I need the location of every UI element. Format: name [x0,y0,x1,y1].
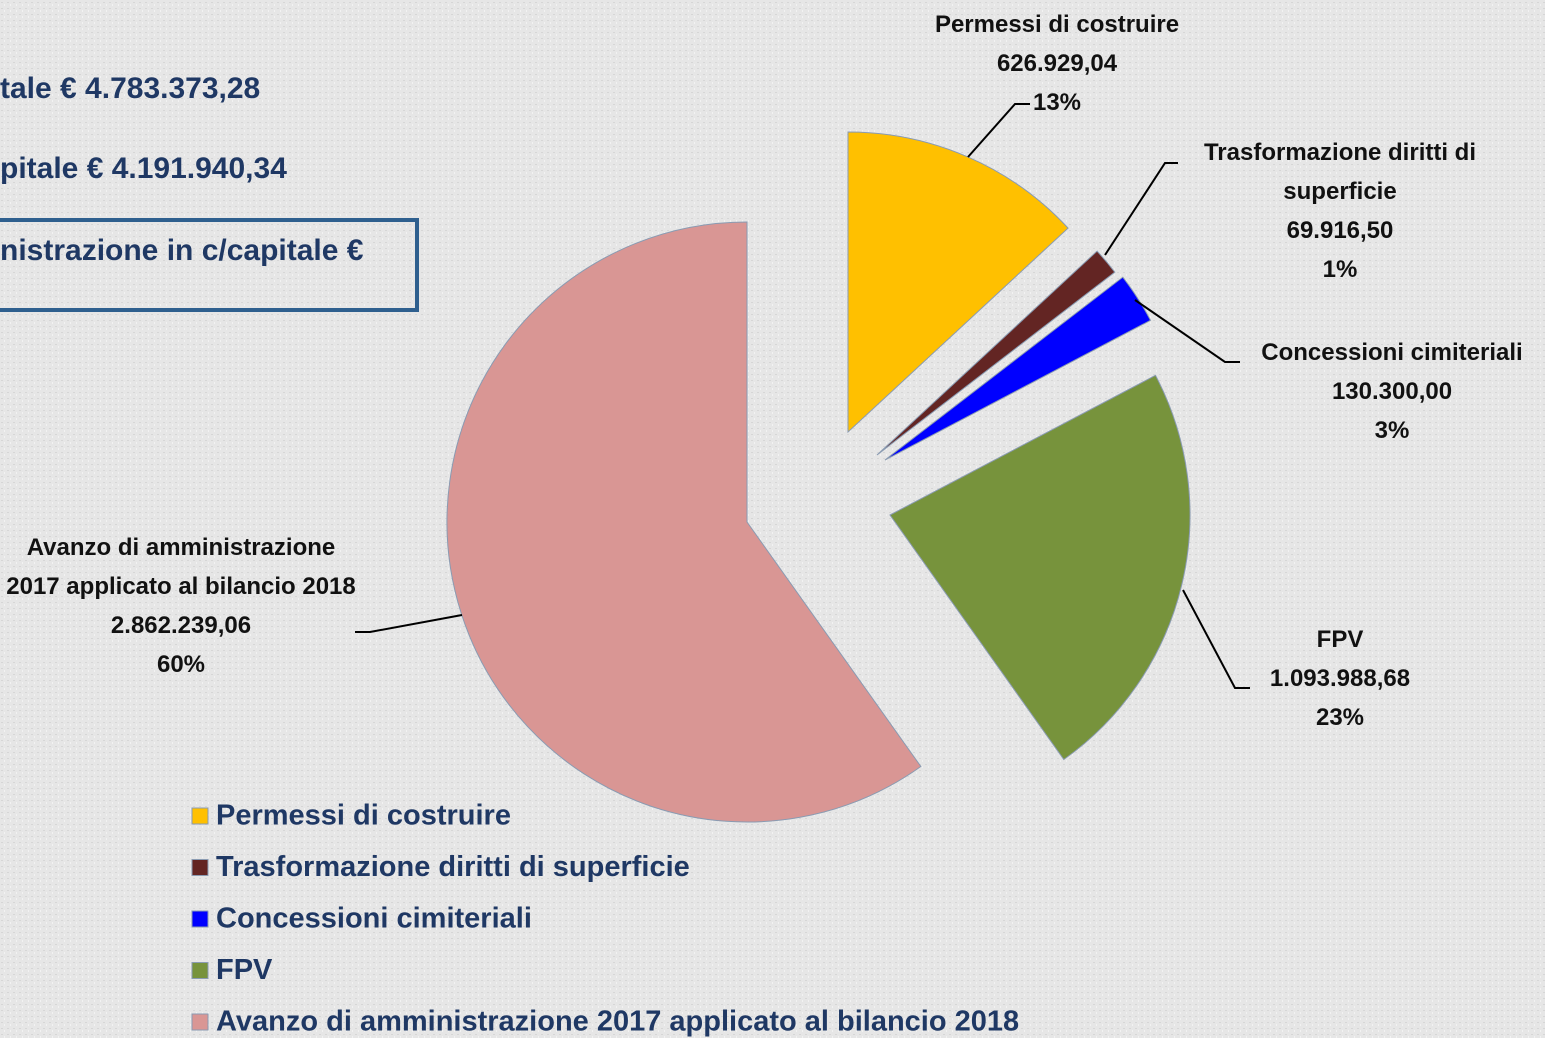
pie-slice [876,250,1116,456]
legend-label: Permessi di costruire [216,800,511,832]
legend-label: Concessioni cimiteriali [216,903,532,935]
label-percent: 23% [1315,704,1365,731]
leader-line [1182,589,1250,689]
label-value: 1.093.988,68 [1269,665,1411,692]
pie-slice [889,374,1191,761]
data-label: Permessi di costruire 626.929,04 13% [892,5,1222,122]
annotation: pitale € 4.191.940,34 [0,152,287,185]
legend-swatch [191,962,209,979]
label-percent: 3% [1374,417,1410,444]
pie-slice [847,131,1069,434]
pie-slice [446,221,922,823]
label-value: 69.916,50 [1286,217,1394,244]
label-name: Concessioni cimiteriali [1261,339,1523,366]
data-label: Concessioni cimiteriali 130.300,00 3% [1232,333,1545,450]
label-name: Avanzo di amministrazione 2017 applicato… [6,534,356,600]
legend-label: FPV [216,954,273,986]
legend-label: Trasformazione diritti di superficie [216,851,690,883]
legend-label: Avanzo di amministrazione 2017 applicato… [216,1006,1019,1038]
legend-swatch [191,807,209,825]
label-name: Trasformazione diritti di superficie [1203,139,1477,205]
data-label: Trasformazione diritti di superficie 69.9… [1168,133,1513,289]
legend-swatch [191,859,209,876]
annotation: nistrazione in c/capitale € [0,234,364,267]
label-value: 626.929,04 [996,50,1118,77]
leader-line [1104,162,1178,256]
data-label: FPV 1.093.988,68 23% [1190,620,1490,737]
leader-line [967,103,1030,158]
legend-swatch [191,910,209,928]
label-percent: 13% [1032,89,1082,116]
pie-slice [884,276,1152,461]
leader-line [1134,299,1240,363]
leader-line [355,614,463,633]
label-name: FPV [1316,626,1364,653]
legend-swatch [191,1013,209,1031]
label-name: Permessi di costruire [934,11,1180,38]
data-label: Avanzo di amministrazione 2017 applicato… [0,528,364,684]
label-value: 2.862.239,06 [110,612,252,639]
label-percent: 60% [156,651,206,678]
annotation: tale € 4.783.373,28 [0,72,260,105]
annotation-box [0,218,419,312]
label-percent: 1% [1322,256,1358,283]
label-value: 130.300,00 [1331,378,1453,405]
